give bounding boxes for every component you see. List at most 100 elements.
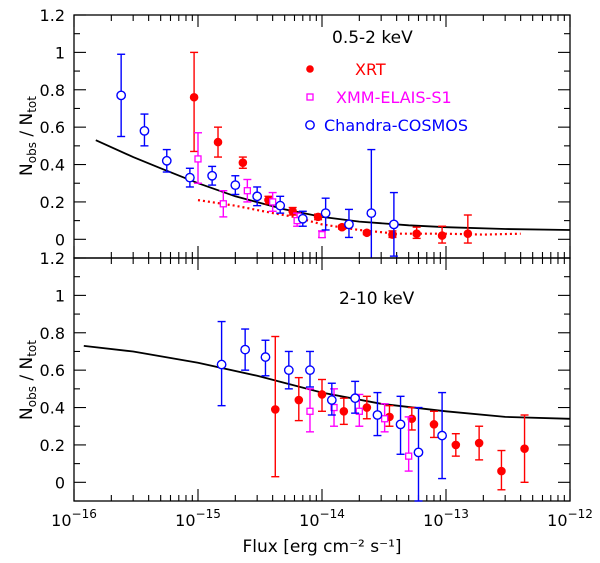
y-tick-label: 0.2 (40, 436, 65, 455)
chandra-marker (207, 170, 218, 181)
xmm-marker (269, 198, 277, 206)
x-tick-label: 10−16 (51, 507, 97, 530)
data-point (344, 208, 354, 239)
panel-top: 0 0.2 0.4 0.6 0.8 1 1.2 0.5-2 keV XRT XMM-ELAIS… (17, 6, 571, 259)
xrt-marker (189, 92, 199, 102)
x-axis-title: Flux [erg cm⁻² s⁻¹] (242, 537, 401, 557)
chandra-marker (297, 213, 308, 224)
x-tick-label: 10−15 (175, 507, 221, 530)
x-tick-label: 10−12 (547, 507, 593, 530)
y-tick-label: 1 (55, 286, 65, 305)
xrt-marker (451, 440, 461, 450)
data-point (404, 416, 413, 472)
legend-label: Chandra-COSMOS (324, 116, 468, 135)
data-point (413, 406, 424, 502)
data-point (243, 178, 252, 203)
data-point (437, 391, 447, 480)
xrt-marker (463, 229, 473, 238)
xrt-marker (317, 390, 327, 399)
data-point (474, 425, 484, 461)
data-point (463, 214, 473, 244)
panel-top-ytick-labels: 0 0.2 0.4 0.6 0.8 1 1.2 (40, 6, 65, 249)
y-tick-label: 0.2 (40, 193, 65, 212)
data-point (268, 191, 277, 212)
data-point (238, 156, 248, 169)
data-point (372, 391, 383, 437)
chandra-marker (372, 410, 383, 420)
panel-bottom-y-axis-title: Nobs / Ntot (17, 340, 39, 420)
panel-top-points (116, 51, 473, 258)
data-point (230, 175, 241, 196)
chandra-marker (184, 172, 195, 183)
y-tick-label: 1.2 (40, 249, 65, 268)
legend-entry: Chandra-COSMOS (305, 116, 468, 135)
data-point (429, 410, 439, 439)
data-point (520, 414, 529, 484)
legend-marker (305, 120, 315, 130)
xmm-marker (405, 452, 413, 460)
data-point (317, 378, 327, 412)
data-point (293, 212, 302, 227)
data-point (395, 395, 406, 455)
xmm-marker (355, 407, 363, 415)
chandra-marker (230, 180, 241, 191)
chandra-marker (326, 395, 337, 405)
xrt-marker (412, 229, 421, 238)
legend: XRT XMM-ELAIS-S1 Chandra-COSMOS (305, 60, 468, 135)
panel-bottom-points (216, 320, 529, 502)
x-tick-label: 10−13 (423, 507, 469, 530)
legend-label: XMM-ELAIS-S1 (336, 88, 452, 107)
data-point (412, 226, 421, 240)
chandra-marker (260, 352, 271, 362)
xrt-marker (362, 228, 372, 238)
data-point (216, 320, 227, 407)
panel-top-label: 0.5-2 keV (332, 28, 413, 48)
data-point (326, 382, 337, 416)
xrt-marker (429, 420, 439, 429)
chandra-marker (275, 200, 286, 211)
xrt-marker (213, 137, 223, 147)
y-tick-label: 1 (55, 43, 65, 62)
y-tick-label: 0.8 (40, 324, 65, 343)
chandra-marker (139, 125, 150, 136)
data-point (189, 51, 199, 153)
panel-bottom-ytick-labels: 0 0.2 0.4 0.6 0.8 1 1.2 (40, 249, 65, 492)
xrt-marker (270, 405, 280, 414)
y-tick-label: 1.2 (40, 6, 65, 25)
chandra-marker (116, 90, 127, 101)
x-tick-label: 10−14 (299, 507, 345, 530)
chandra-marker (413, 447, 424, 458)
xrt-dotted-curve (197, 199, 521, 236)
xrt-marker (520, 444, 529, 453)
data-point (437, 225, 447, 244)
model-curve (83, 345, 571, 420)
data-point (139, 113, 150, 147)
data-point (207, 165, 218, 186)
chandra-marker (350, 393, 361, 404)
data-point (320, 197, 331, 231)
data-point (161, 148, 172, 173)
xrt-marker (437, 231, 447, 240)
data-point (219, 190, 228, 218)
xrt-marker (288, 206, 297, 216)
data-point (305, 350, 315, 388)
y-tick-label: 0 (55, 230, 65, 249)
x-tick-labels: 10−16 10−15 10−14 10−13 10−12 (51, 507, 593, 530)
panel-bottom-curves (83, 345, 571, 420)
chandra-marker (344, 219, 354, 230)
data-point (362, 395, 372, 420)
legend-entry: XMM-ELAIS-S1 (306, 88, 452, 107)
panel-top-ticks (73, 14, 571, 259)
y-tick-label: 0.4 (40, 156, 65, 175)
data-point (330, 388, 339, 427)
xmm-marker (330, 403, 338, 412)
xrt-marker (313, 212, 323, 222)
data-point (497, 449, 506, 491)
data-point (313, 212, 323, 222)
data-point (288, 206, 297, 216)
data-point (339, 397, 349, 426)
legend-marker (306, 65, 314, 73)
xmm-marker (219, 200, 227, 208)
chandra-marker (395, 419, 406, 430)
y-tick-label: 0.6 (40, 361, 65, 380)
